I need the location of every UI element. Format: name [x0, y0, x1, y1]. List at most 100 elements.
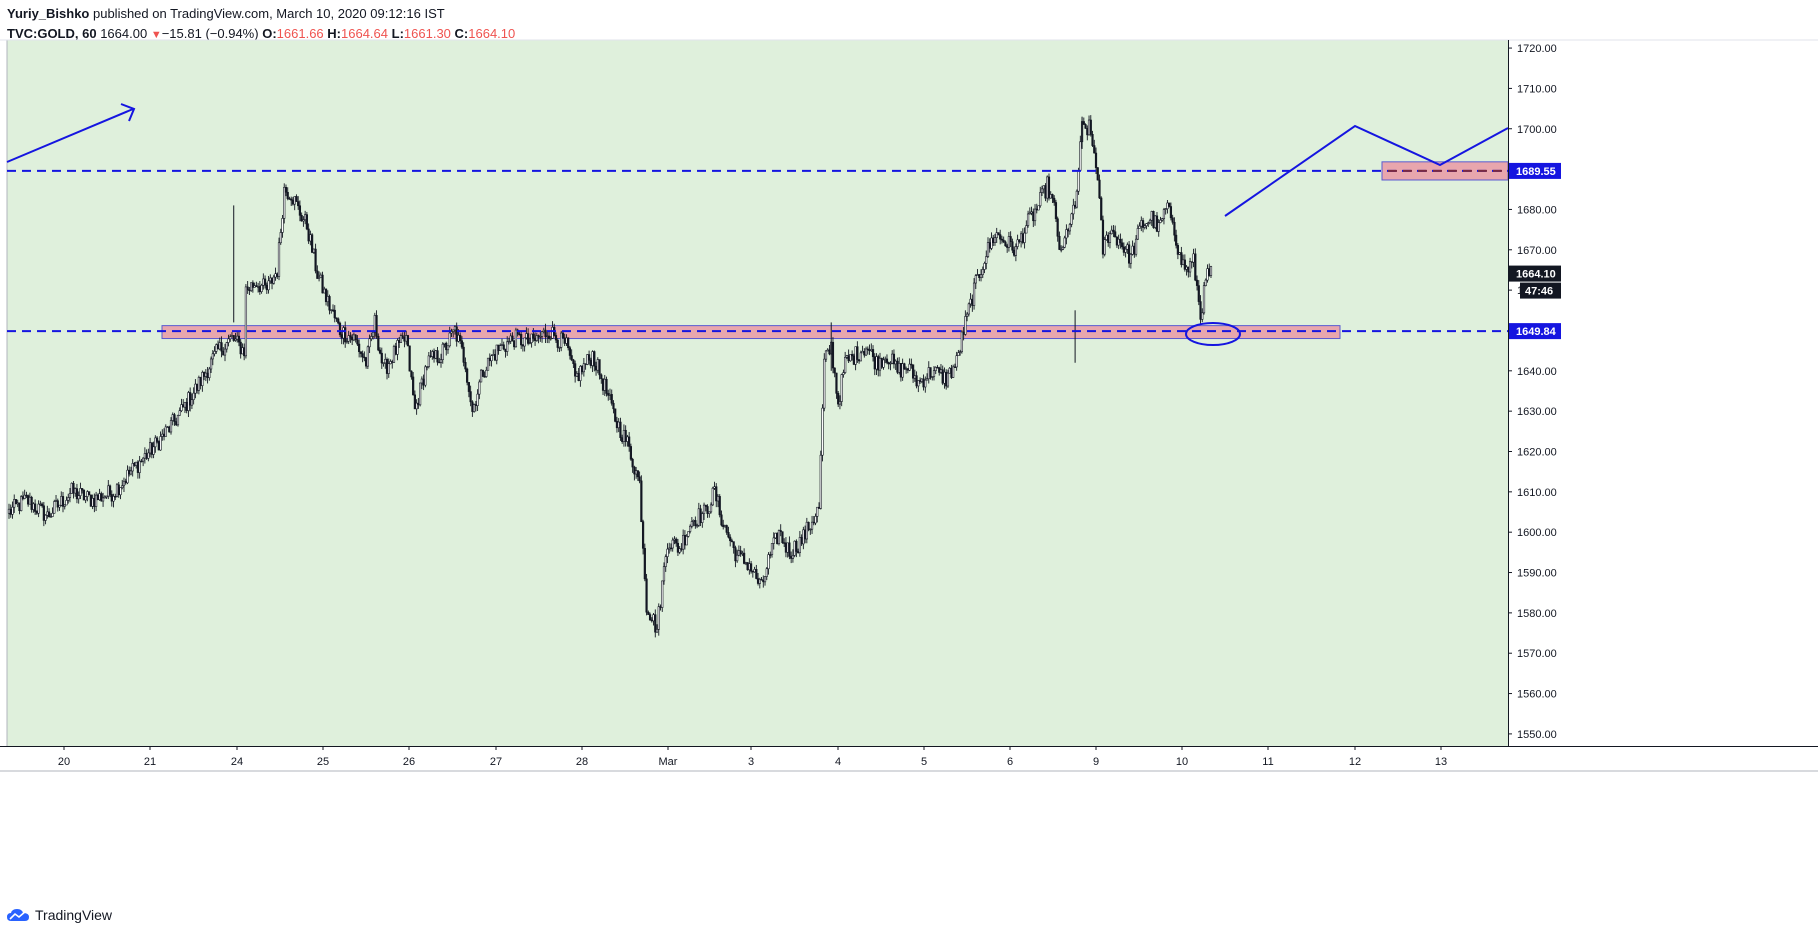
candle-body: [502, 344, 505, 350]
candle-body: [1063, 237, 1066, 248]
candle-body: [520, 334, 523, 346]
candle-body: [844, 357, 847, 373]
candle-body: [1150, 211, 1153, 221]
candle-body: [1183, 259, 1186, 270]
candle-body: [1131, 245, 1134, 255]
candle-body: [128, 469, 131, 475]
candle-body: [561, 332, 565, 339]
symbol-label[interactable]: TVC:GOLD, 60: [7, 26, 97, 41]
candle-body: [1046, 176, 1049, 199]
candle-body: [591, 351, 594, 366]
candle-body: [180, 404, 183, 412]
candle-body: [990, 237, 993, 249]
candle-body: [1180, 252, 1183, 265]
candle-body: [152, 446, 155, 455]
time-axis[interactable]: 20 21 24 25 26 27 28 Mar 3 4 5 6 9 10 11 12 13: [0, 746, 1818, 772]
candle-body: [1087, 119, 1091, 136]
close-value: 1664.10: [468, 26, 516, 41]
candle-body: [208, 368, 211, 379]
candle-body: [917, 380, 920, 387]
candle-body: [1108, 233, 1112, 243]
candle-body: [1053, 197, 1056, 203]
y-tick-label: 1580.00: [1517, 608, 1557, 620]
candle-body: [533, 337, 537, 341]
candle-body: [1079, 141, 1082, 171]
horizontal-lines[interactable]: [7, 169, 1508, 333]
candle-body: [13, 499, 16, 508]
candle-body: [166, 426, 169, 428]
candle-body: [776, 532, 779, 545]
price-tag: [1509, 162, 1561, 179]
candle-body: [270, 277, 274, 284]
author-name[interactable]: Yuriy_Bishko: [7, 6, 90, 21]
candle-body: [833, 367, 836, 374]
candle-body: [121, 485, 124, 488]
candle-body: [697, 508, 700, 526]
candle-body: [135, 461, 138, 466]
candle-body: [143, 453, 146, 459]
candle-body: [788, 542, 791, 557]
candle-body: [577, 373, 580, 381]
candle-body: [527, 333, 530, 344]
candle-body: [655, 628, 659, 633]
candle-body: [32, 503, 35, 510]
candle-body: [704, 504, 707, 507]
candle-body: [614, 408, 617, 422]
candle-body: [307, 228, 310, 242]
candle-body: [547, 335, 551, 339]
candle-body: [880, 357, 883, 368]
candle-body: [723, 525, 727, 527]
candle-body: [743, 552, 746, 564]
candle-body: [1103, 239, 1106, 255]
drawings[interactable]: [6, 103, 1509, 346]
price-axis[interactable]: 1720.001710.001700.001690.001680.001670.…: [1508, 40, 1557, 746]
candle-body: [669, 547, 673, 550]
candle-body: [985, 256, 988, 264]
candle-body: [474, 404, 477, 406]
candle-body: [394, 345, 397, 355]
price-tag-label: 1649.84: [1516, 326, 1557, 338]
candle-body: [276, 273, 279, 277]
footer-brand[interactable]: TradingView: [7, 907, 112, 923]
candle-body: [631, 458, 634, 468]
candle-body: [1044, 185, 1047, 199]
candle-body: [399, 335, 403, 343]
candle-body: [338, 322, 342, 335]
y-tick-label: 1570.00: [1517, 648, 1557, 660]
candle-body: [784, 542, 788, 553]
candle-body: [101, 497, 105, 502]
candle-body: [749, 563, 753, 572]
candle-body: [105, 495, 108, 498]
candle-body: [845, 355, 849, 358]
candle-body: [1037, 205, 1040, 211]
candle-body: [18, 502, 21, 511]
candle-body: [9, 508, 12, 515]
candle-body: [932, 370, 936, 377]
candle-body: [861, 351, 864, 354]
candle-body: [911, 364, 915, 379]
candle-body: [356, 339, 359, 345]
candle-body: [1060, 249, 1063, 251]
candle-body: [56, 500, 59, 508]
candle-body: [699, 508, 702, 523]
plot-area[interactable]: [7, 40, 1508, 746]
candle-body: [161, 433, 164, 437]
tradingview-cloud-icon: [7, 909, 29, 921]
candle-body: [934, 367, 937, 371]
candle-body: [981, 269, 984, 275]
candle-body: [983, 263, 986, 270]
candle-body: [311, 234, 314, 253]
candle-body: [317, 277, 321, 279]
candle-body: [765, 568, 768, 577]
highlight-ellipse: [1185, 322, 1241, 346]
candle-body: [969, 298, 972, 305]
candle-body: [88, 491, 91, 496]
candle-body: [617, 421, 620, 429]
candle-body: [556, 339, 559, 348]
candle-body: [1013, 249, 1016, 256]
candle-body: [365, 357, 368, 367]
candle-body: [297, 201, 300, 207]
candles: [7, 115, 1213, 638]
candle-body: [420, 378, 423, 384]
